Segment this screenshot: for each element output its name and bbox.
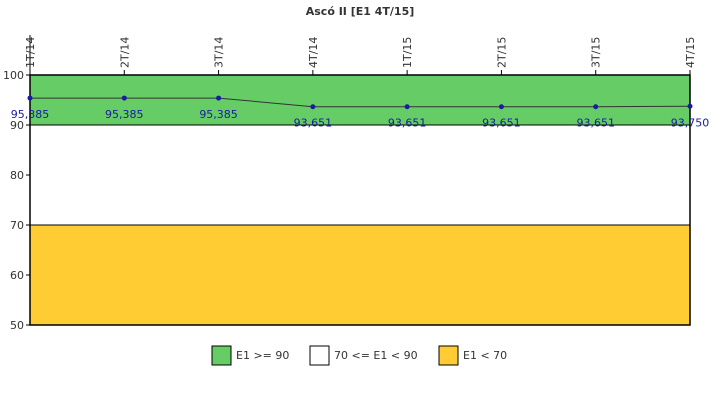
band-1 [30, 125, 690, 225]
chart-legend: E1 >= 90 70 <= E1 < 90 E1 < 70 [211, 345, 507, 366]
x-tick-label: 1T/14 [24, 37, 37, 68]
y-tick-label: 60 [10, 269, 24, 282]
data-label: 95,385 [11, 108, 50, 121]
data-point [121, 95, 127, 101]
band-2 [30, 225, 690, 325]
data-label: 93,651 [576, 117, 615, 130]
band-0 [30, 75, 690, 125]
data-label: 95,385 [199, 108, 238, 121]
data-label: 93,651 [482, 117, 521, 130]
y-tick-label: 70 [10, 219, 24, 232]
chart-axes [29, 35, 691, 326]
x-tick-label: 2T/15 [495, 37, 508, 68]
data-label: 93,750 [671, 116, 710, 129]
data-label: 95,385 [105, 108, 144, 121]
y-tick-label: 100 [3, 69, 24, 82]
threshold-bands [30, 75, 690, 325]
y-tick-label: 50 [10, 319, 24, 332]
series-line [30, 97, 691, 108]
y-tick-label: 90 [10, 119, 24, 132]
x-tick-label: 4T/15 [684, 37, 697, 68]
data-point [498, 104, 504, 110]
x-tick-label: 3T/15 [590, 37, 603, 68]
legend-swatch [309, 345, 330, 366]
data-label: 93,651 [294, 117, 333, 130]
x-tick-label: 3T/14 [213, 37, 226, 68]
legend-label: E1 >= 90 [236, 349, 289, 362]
x-tick-label: 2T/14 [118, 37, 131, 68]
data-series: 95,385 95,385 95,385 93,651 93,651 93,651 93,6… [11, 95, 710, 130]
data-point [593, 104, 599, 110]
x-tick-label: 4T/14 [307, 37, 320, 68]
x-tick-label: 1T/15 [401, 37, 414, 68]
chart-title: Ascó II [E1 4T/15] [306, 5, 415, 18]
data-point [310, 104, 316, 110]
legend-label: E1 < 70 [463, 349, 507, 362]
legend-swatch [438, 345, 459, 366]
data-point [687, 103, 693, 109]
data-point [216, 95, 222, 101]
data-label: 93,651 [388, 117, 427, 130]
data-point [404, 104, 410, 110]
legend-swatch [211, 345, 232, 366]
y-tick-label: 80 [10, 169, 24, 182]
data-point [27, 95, 33, 101]
legend-label: 70 <= E1 < 90 [334, 349, 418, 362]
